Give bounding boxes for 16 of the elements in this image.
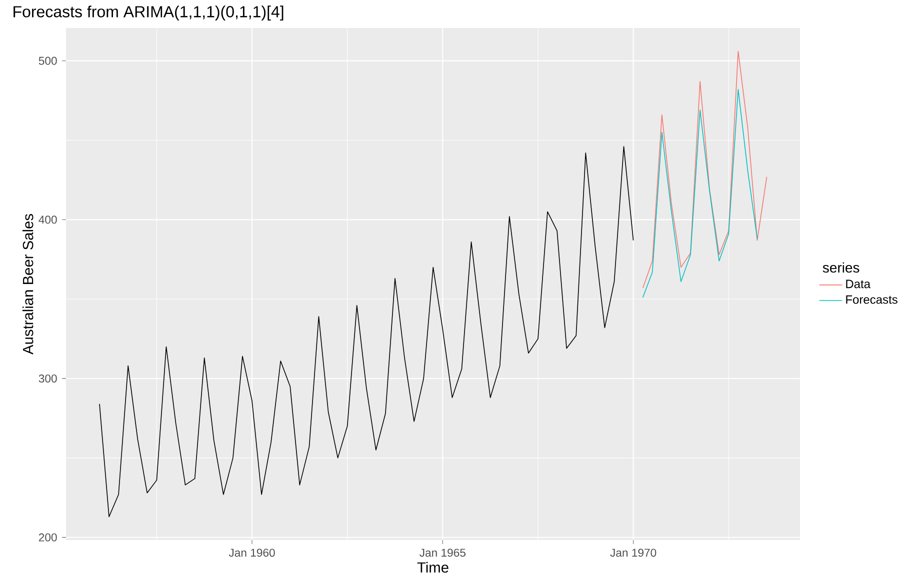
y-tick-label: 300 [38, 374, 57, 383]
legend-label: Data [846, 280, 871, 288]
x-tick-label: Jan 1970 [610, 548, 656, 557]
x-tick-label: Jan 1965 [420, 548, 466, 557]
y-tick-label: 200 [38, 533, 57, 542]
x-tick-label: Jan 1960 [228, 548, 275, 557]
legend-title: series [822, 262, 860, 273]
y-axis-title: Australian Beer Sales [22, 214, 34, 354]
x-axis-title: Time [417, 562, 448, 573]
line-series [642, 88, 758, 298]
chart-title: Forecasts from ARIMA(1,1,1)(0,1,1)[4] [14, 6, 284, 21]
line-series [642, 50, 768, 288]
y-tick-label: 500 [38, 56, 57, 65]
legend-label: Forecasts [846, 295, 898, 304]
line-series [99, 146, 634, 518]
y-tick-label: 400 [38, 216, 57, 224]
